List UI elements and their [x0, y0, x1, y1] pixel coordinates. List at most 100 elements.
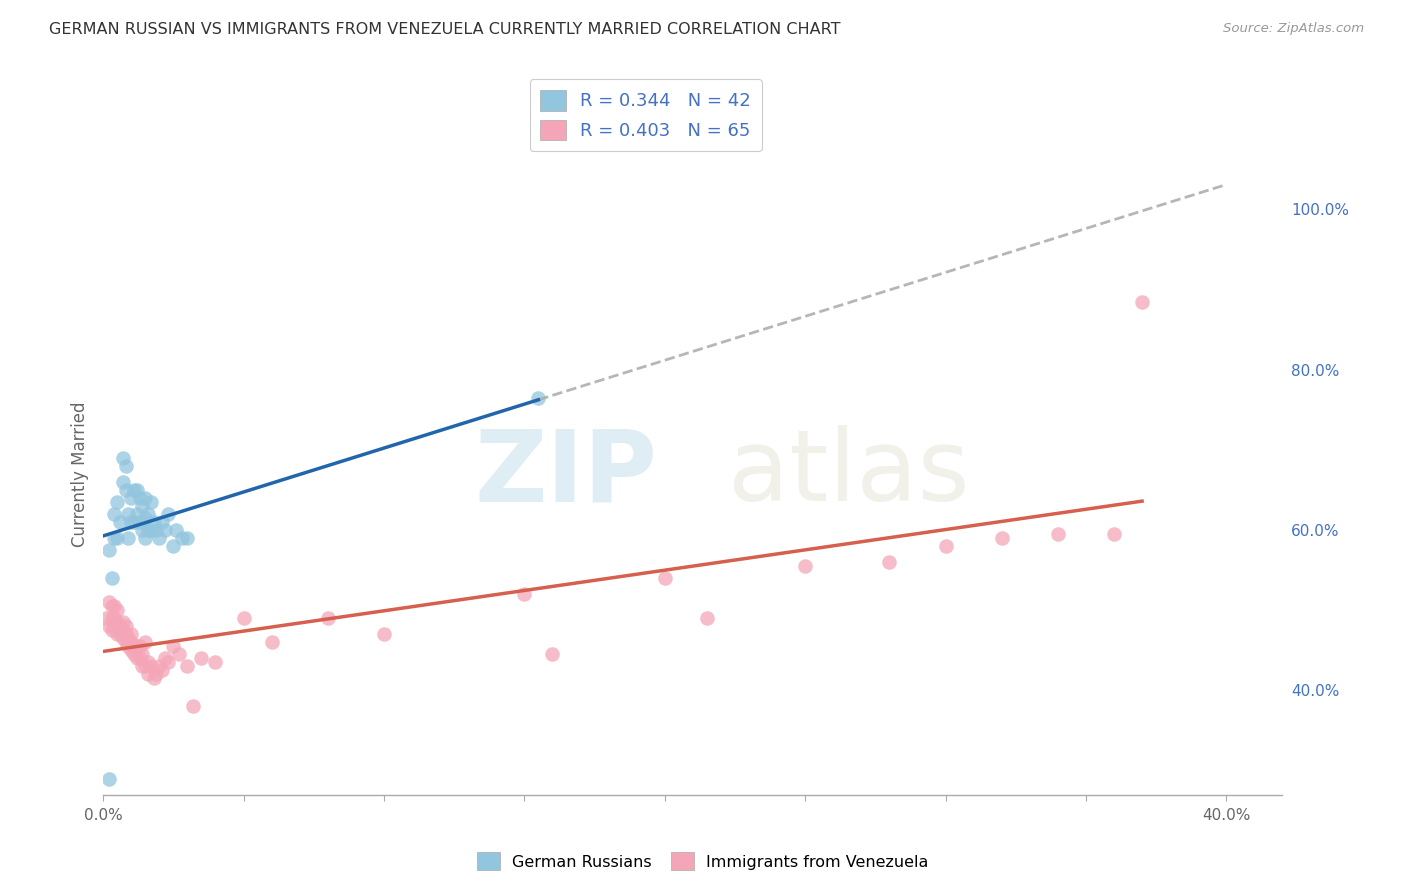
Legend: R = 0.344   N = 42, R = 0.403   N = 65: R = 0.344 N = 42, R = 0.403 N = 65	[530, 78, 762, 152]
Point	[134, 511, 156, 525]
Text: atlas: atlas	[728, 425, 970, 523]
Point	[165, 523, 187, 537]
Point	[111, 450, 134, 465]
Point	[134, 491, 156, 505]
Point	[125, 483, 148, 497]
Point	[148, 531, 170, 545]
Point	[373, 627, 395, 641]
Point	[156, 507, 179, 521]
Point	[103, 619, 125, 633]
Point	[145, 523, 167, 537]
Y-axis label: Currently Married: Currently Married	[72, 401, 89, 547]
Point	[97, 772, 120, 786]
Point	[232, 611, 254, 625]
Point	[990, 531, 1012, 545]
Point	[105, 495, 128, 509]
Point	[105, 531, 128, 545]
Point	[879, 555, 901, 569]
Point	[131, 648, 153, 662]
Point	[162, 539, 184, 553]
Point	[97, 619, 120, 633]
Point	[1130, 294, 1153, 309]
Text: GERMAN RUSSIAN VS IMMIGRANTS FROM VENEZUELA CURRENTLY MARRIED CORRELATION CHART: GERMAN RUSSIAN VS IMMIGRANTS FROM VENEZU…	[49, 22, 841, 37]
Point	[111, 632, 134, 646]
Point	[1046, 527, 1069, 541]
Point	[117, 632, 139, 646]
Point	[111, 624, 134, 638]
Point	[136, 523, 159, 537]
Point	[122, 648, 145, 662]
Point	[100, 624, 122, 638]
Point	[181, 699, 204, 714]
Point	[108, 515, 131, 529]
Point	[114, 458, 136, 473]
Point	[103, 599, 125, 614]
Point	[134, 659, 156, 673]
Point	[156, 656, 179, 670]
Point	[131, 659, 153, 673]
Point	[105, 603, 128, 617]
Point	[120, 643, 142, 657]
Point	[117, 640, 139, 654]
Point	[103, 531, 125, 545]
Point	[150, 515, 173, 529]
Point	[513, 587, 536, 601]
Point	[134, 531, 156, 545]
Point	[128, 491, 150, 505]
Point	[114, 627, 136, 641]
Point	[100, 571, 122, 585]
Point	[134, 635, 156, 649]
Point	[94, 611, 117, 625]
Point	[114, 619, 136, 633]
Point	[122, 515, 145, 529]
Point	[120, 515, 142, 529]
Point	[1102, 527, 1125, 541]
Point	[111, 615, 134, 630]
Point	[125, 507, 148, 521]
Point	[142, 515, 165, 529]
Point	[120, 627, 142, 641]
Legend: German Russians, Immigrants from Venezuela: German Russians, Immigrants from Venezue…	[471, 846, 935, 877]
Point	[120, 635, 142, 649]
Point	[125, 640, 148, 654]
Text: ZIP: ZIP	[475, 425, 658, 523]
Point	[527, 391, 550, 405]
Point	[316, 611, 339, 625]
Point	[204, 656, 226, 670]
Point	[122, 640, 145, 654]
Text: Source: ZipAtlas.com: Source: ZipAtlas.com	[1223, 22, 1364, 36]
Point	[128, 651, 150, 665]
Point	[108, 619, 131, 633]
Point	[139, 495, 162, 509]
Point	[136, 507, 159, 521]
Point	[105, 627, 128, 641]
Point	[145, 667, 167, 681]
Point	[131, 523, 153, 537]
Point	[103, 611, 125, 625]
Point	[190, 651, 212, 665]
Point	[108, 627, 131, 641]
Point	[260, 635, 283, 649]
Point	[117, 531, 139, 545]
Point	[934, 539, 956, 553]
Point	[105, 615, 128, 630]
Point	[167, 648, 190, 662]
Point	[114, 635, 136, 649]
Point	[153, 523, 176, 537]
Point	[97, 543, 120, 558]
Point	[117, 507, 139, 521]
Point	[139, 523, 162, 537]
Point	[162, 640, 184, 654]
Point	[153, 651, 176, 665]
Point	[122, 483, 145, 497]
Point	[120, 491, 142, 505]
Point	[114, 483, 136, 497]
Point	[125, 651, 148, 665]
Point	[128, 640, 150, 654]
Point	[131, 499, 153, 513]
Point	[176, 659, 198, 673]
Point	[111, 475, 134, 489]
Point	[148, 659, 170, 673]
Point	[128, 515, 150, 529]
Point	[541, 648, 564, 662]
